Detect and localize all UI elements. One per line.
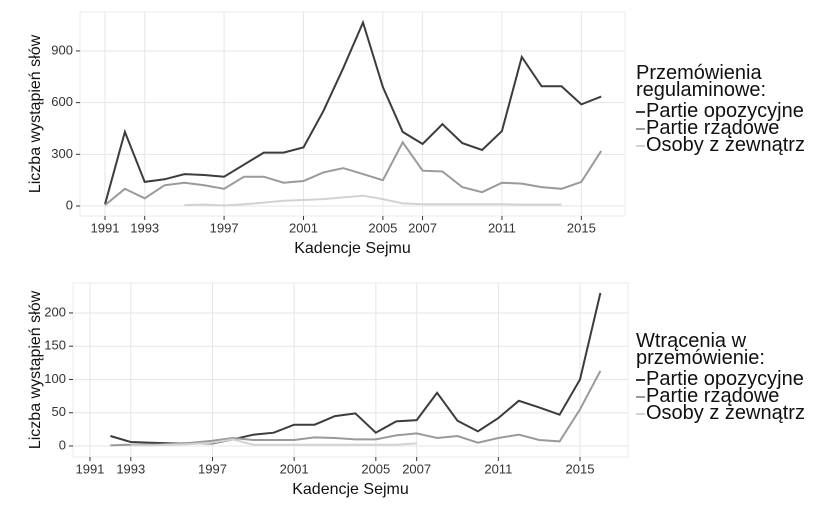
legend-label: Osoby z żewnątrz [646,134,805,156]
legend-item: Partie rządowe [636,117,811,139]
legend-label: Partie opozycyjne [646,368,804,390]
y-tick-label: 0 [59,437,66,452]
y-tick-label: 600 [51,94,73,109]
legend-title: Wtrącenia w przemówienie: [636,330,765,369]
plot-area [72,282,629,458]
legend-item: Partie opozycyjne [636,368,811,390]
legend-label: Partie opozycyjne [646,100,804,122]
x-tick-label: 2005 [361,461,390,476]
legend: Wtrącenia w przemówienie: Partie opozycyj… [636,330,811,424]
x-tick-label: 1993 [130,220,159,235]
legend-key [636,395,645,398]
y-tick-label: 200 [44,304,66,319]
x-axis-label: Kadencje Sejmu [294,240,411,257]
y-axis-label: Liczba wystąpień słów [27,290,44,449]
legend: Przemówienia regulaminowe: Partie opozycy… [636,62,811,156]
x-tick-label: 1991 [91,220,120,235]
legend-key [636,378,645,381]
legend-item: Osoby z żewnątrz [636,134,811,156]
x-axis-label: Kadencje Sejmu [292,481,409,498]
x-tick-label: 2007 [402,461,431,476]
series-line [104,19,602,205]
y-tick-label: 100 [44,371,66,386]
legend-title: Przemówienia regulaminowe: [636,62,767,101]
y-tick-label: 900 [51,42,73,57]
x-tick-label: 2001 [280,461,309,476]
x-tick-label: 2001 [289,220,318,235]
legend-item: Osoby z żewnątrz [636,402,811,424]
x-tick-label: 2011 [484,461,512,476]
y-tick-label: 0 [66,197,73,212]
x-tick-label: 1997 [210,220,239,235]
x-tick-label: 2015 [567,220,596,235]
legend-label: Osoby z żewnątrz [646,402,805,424]
x-tick-label: 1997 [198,461,227,476]
legend-label: Partie rządowe [646,117,780,139]
x-tick-label: 2011 [488,220,516,235]
y-tick-label: 150 [44,338,66,353]
series-line [110,370,602,447]
legend-label: Partie rządowe [646,385,780,407]
plot-area [79,11,626,217]
legend-item: Partie opozycyjne [636,100,811,122]
y-axis-label: Liczba wystąpień słów [27,34,44,193]
x-tick-label: 1993 [116,461,145,476]
legend-key [636,412,645,415]
legend-item: Partie rządowe [636,385,811,407]
y-tick-label: 300 [51,146,73,161]
legend-key [636,127,645,130]
y-tick-label: 50 [52,404,66,419]
x-tick-label: 2007 [408,220,437,235]
series-line [104,140,603,206]
legend-key [636,110,645,113]
x-tick-label: 1991 [75,461,104,476]
legend-key [636,144,645,147]
series-line [184,194,562,207]
x-tick-label: 2005 [368,220,397,235]
x-tick-label: 2015 [566,461,595,476]
series-line [130,438,417,447]
